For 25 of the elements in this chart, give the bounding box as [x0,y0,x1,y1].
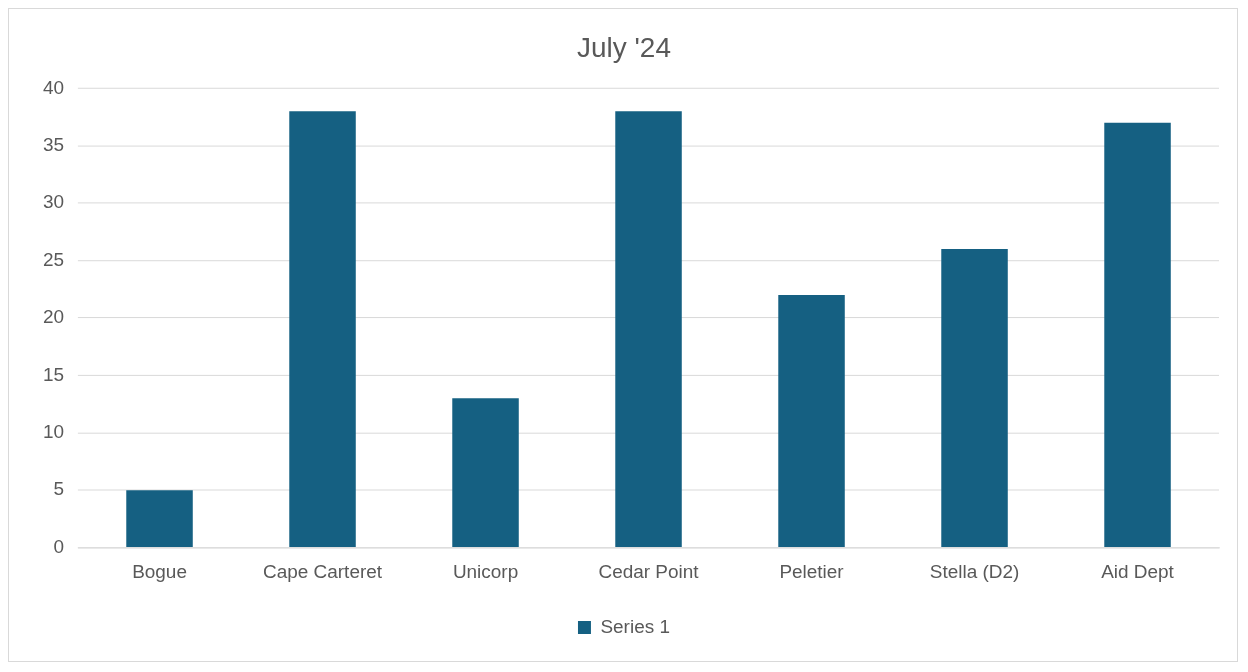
y-tick-label: 0 [53,535,65,557]
x-tick-label: Bogue [132,561,187,583]
y-tick-label: 20 [42,306,65,328]
y-tick-label: 15 [42,363,65,385]
bar [452,398,519,548]
bar [941,249,1008,548]
x-tick-label: Peletier [779,561,844,583]
legend-label: Series 1 [600,615,670,637]
bar [615,111,682,548]
chart-title: July '24 [577,32,671,64]
y-tick-label: 40 [42,76,65,98]
x-tick-label: Cedar Point [598,561,700,583]
bar [1104,122,1171,548]
bar [289,111,356,548]
x-tick-label: Stella (D2) [929,561,1020,583]
y-tick-label: 30 [42,191,65,213]
y-tick-label: 25 [42,248,65,270]
bar [126,490,193,548]
y-tick-label: 10 [42,420,65,442]
x-tick-label: Aid Dept [1101,561,1175,583]
bar [778,294,845,548]
y-tick-label: 35 [42,133,65,155]
x-tick-label: Cape Carteret [263,561,383,583]
x-tick-label: Unicorp [452,561,519,583]
y-tick-label: 5 [53,478,65,500]
